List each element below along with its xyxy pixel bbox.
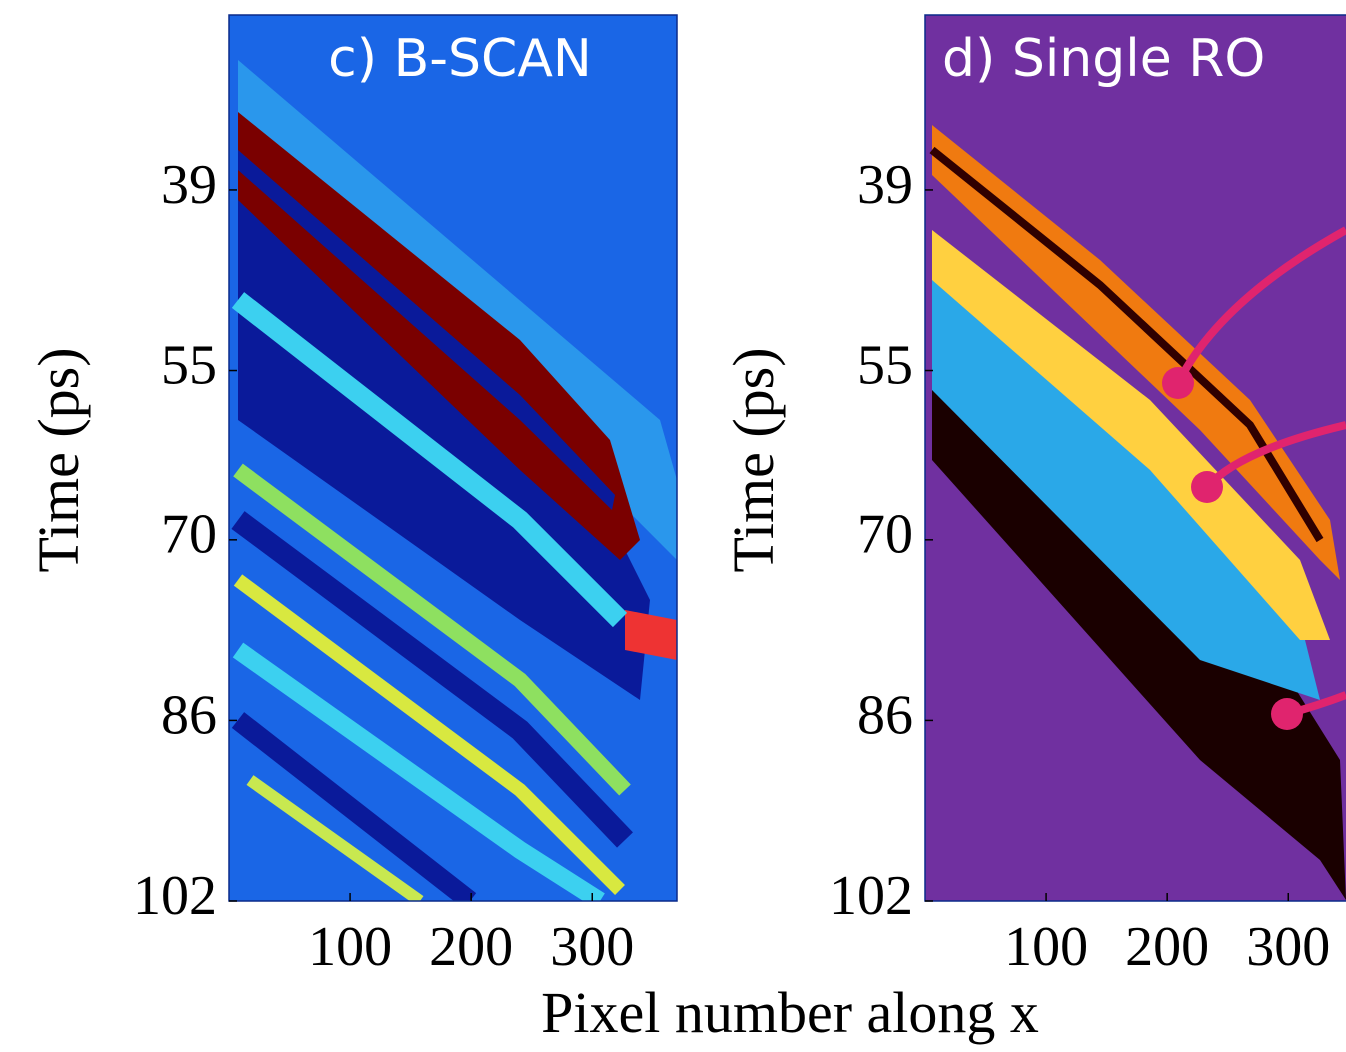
y-axis-label: Time (ps) [721, 347, 786, 572]
single-ro-image [925, 15, 1346, 901]
bscan-image [229, 15, 677, 901]
x-tick-label: 300 [1246, 916, 1330, 978]
y-tick-label: 86 [857, 684, 913, 746]
x-tick-label: 100 [1004, 916, 1088, 978]
x-tick-label: 200 [1125, 916, 1209, 978]
y-tick-label: 102 [133, 865, 217, 927]
y-tick-label: 55 [857, 334, 913, 396]
y-tick-label: 39 [857, 154, 913, 216]
x-axis-label: Pixel number along x [541, 980, 1039, 1045]
x-tick-label: 100 [308, 916, 392, 978]
plot-frame [228, 14, 678, 902]
y-tick-label: 55 [161, 334, 217, 396]
panel-title: c) B-SCAN [328, 29, 592, 89]
x-tick-label: 200 [429, 916, 513, 978]
y-axis-label: Time (ps) [26, 347, 91, 572]
annotations [1162, 226, 1346, 730]
x-tick-label: 300 [550, 916, 634, 978]
y-tick-label: 86 [161, 684, 217, 746]
y-tick-label: 102 [829, 865, 913, 927]
panel-title: d) Single RO [942, 29, 1265, 89]
y-tick-label: 70 [161, 504, 217, 566]
y-tick-label: 39 [161, 154, 217, 216]
y-tick-label: 70 [857, 504, 913, 566]
plot-frame [924, 14, 1346, 902]
